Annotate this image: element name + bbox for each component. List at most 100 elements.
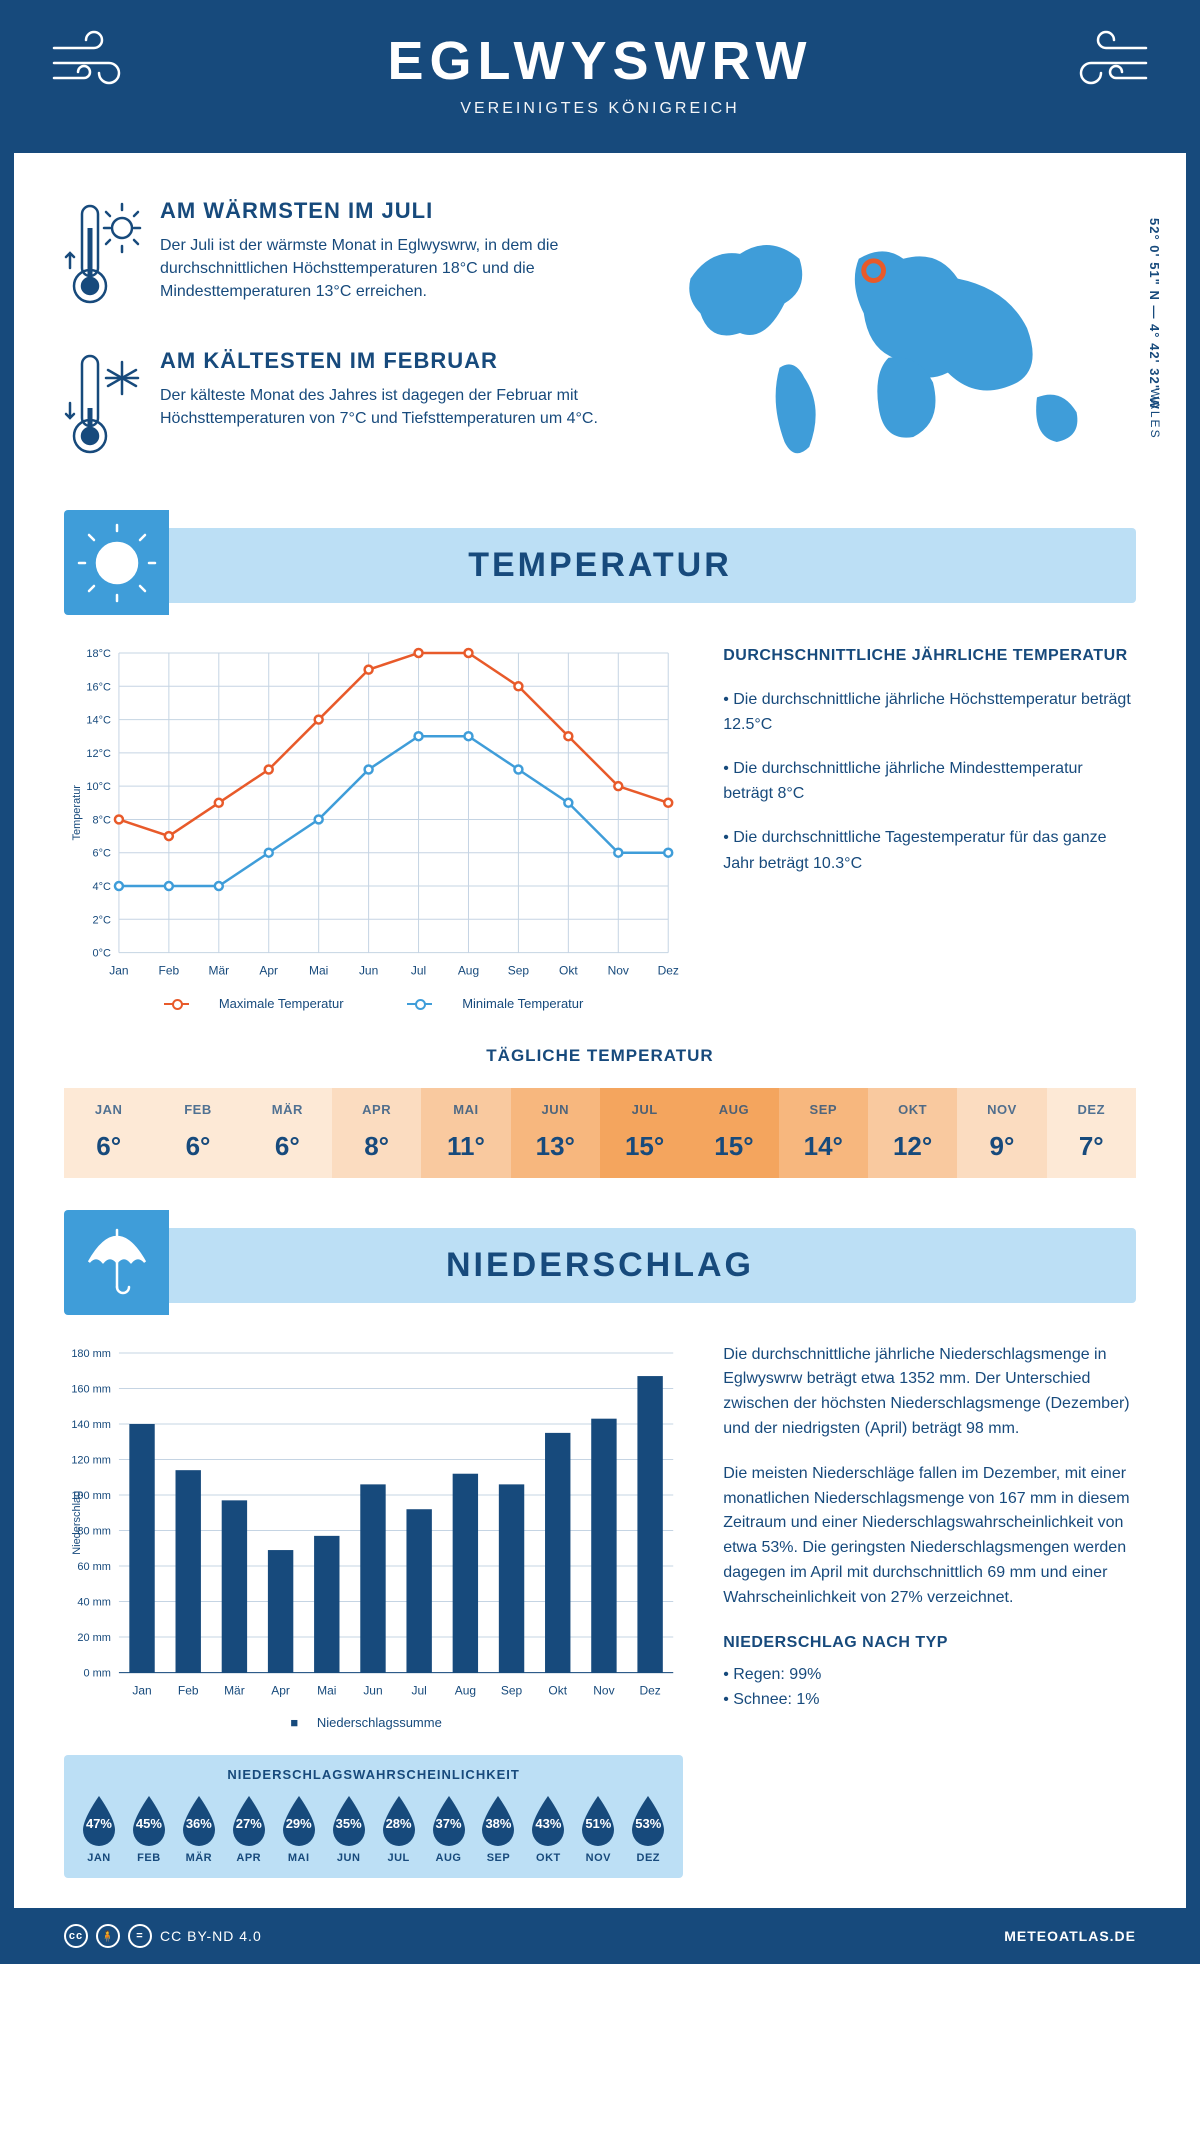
temp-bullet: • Die durchschnittliche jährliche Mindes… xyxy=(723,756,1136,807)
drop-cell: 51%NOV xyxy=(573,1794,623,1864)
by-icon: 🧍 xyxy=(96,1924,120,1948)
precip-para: Die meisten Niederschläge fallen im Deze… xyxy=(723,1462,1136,1611)
svg-text:Sep: Sep xyxy=(501,1683,523,1697)
precip-legend: ■ Niederschlagssumme xyxy=(64,1715,683,1730)
svg-text:140 mm: 140 mm xyxy=(71,1419,111,1431)
svg-text:180 mm: 180 mm xyxy=(71,1348,111,1360)
svg-text:Okt: Okt xyxy=(559,964,578,978)
svg-text:Mai: Mai xyxy=(309,964,328,978)
temp-info: DURCHSCHNITTLICHE JÄHRLICHE TEMPERATUR •… xyxy=(723,643,1136,1011)
precip-title: NIEDERSCHLAG xyxy=(82,1246,1118,1285)
warmest-text: Der Juli ist der wärmste Monat in Eglwys… xyxy=(160,234,611,304)
intro-section: AM WÄRMSTEN IM JULI Der Juli ist der wär… xyxy=(14,153,1186,528)
temp-cell: DEZ7° xyxy=(1047,1088,1136,1178)
license-text: CC BY-ND 4.0 xyxy=(160,1928,262,1944)
prob-title: NIEDERSCHLAGSWAHRSCHEINLICHKEIT xyxy=(74,1767,673,1782)
nd-icon: = xyxy=(128,1924,152,1948)
svg-text:10°C: 10°C xyxy=(86,781,111,793)
svg-text:Nov: Nov xyxy=(593,1683,614,1697)
drop-cell: 47%JAN xyxy=(74,1794,124,1864)
temp-bullet: • Die durchschnittliche jährliche Höchst… xyxy=(723,687,1136,738)
temp-cell: SEP14° xyxy=(779,1088,868,1178)
svg-text:Nov: Nov xyxy=(608,964,629,978)
svg-text:Jul: Jul xyxy=(412,1683,427,1697)
coldest-title: AM KÄLTESTEN IM FEBRUAR xyxy=(160,348,611,374)
svg-text:Aug: Aug xyxy=(455,1683,476,1697)
svg-text:Feb: Feb xyxy=(159,964,180,978)
temp-cell: MAI11° xyxy=(421,1088,510,1178)
svg-text:40 mm: 40 mm xyxy=(77,1596,111,1608)
temp-cell: APR8° xyxy=(332,1088,421,1178)
svg-text:Mär: Mär xyxy=(208,964,229,978)
temp-title: TEMPERATUR xyxy=(82,546,1118,585)
daily-temp-table: TÄGLICHE TEMPERATUR JAN6°FEB6°MÄR6°APR8°… xyxy=(14,1036,1186,1228)
coordinates: 52° 0' 51" N — 4° 42' 32" W xyxy=(1147,218,1162,410)
precip-text: Die durchschnittliche jährliche Niedersc… xyxy=(723,1343,1136,1879)
precip-type-title: NIEDERSCHLAG NACH TYP xyxy=(723,1631,1136,1656)
temp-legend: .lg-sw:nth-child(1)::after{border-color:… xyxy=(64,996,683,1011)
temp-cell: MÄR6° xyxy=(243,1088,332,1178)
coldest-block: AM KÄLTESTEN IM FEBRUAR Der kälteste Mon… xyxy=(64,348,611,463)
drop-cell: 37%AUG xyxy=(424,1794,474,1864)
drop-cell: 35%JUN xyxy=(324,1794,374,1864)
svg-text:Dez: Dez xyxy=(639,1683,660,1697)
svg-text:Jun: Jun xyxy=(363,1683,382,1697)
svg-text:120 mm: 120 mm xyxy=(71,1454,111,1466)
svg-text:Aug: Aug xyxy=(458,964,479,978)
temp-cell: FEB6° xyxy=(153,1088,242,1178)
footer: cc 🧍 = CC BY-ND 4.0 METEOATLAS.DE xyxy=(14,1908,1186,1964)
svg-text:Niederschlag: Niederschlag xyxy=(71,1490,83,1554)
daily-temp-title: TÄGLICHE TEMPERATUR xyxy=(64,1046,1136,1066)
svg-text:Jul: Jul xyxy=(411,964,426,978)
svg-text:Apr: Apr xyxy=(259,964,278,978)
svg-text:Mai: Mai xyxy=(317,1683,336,1697)
svg-text:0 mm: 0 mm xyxy=(84,1667,111,1679)
coldest-text: Der kälteste Monat des Jahres ist dagege… xyxy=(160,384,611,430)
svg-text:4°C: 4°C xyxy=(93,881,111,893)
svg-text:Jun: Jun xyxy=(359,964,378,978)
svg-text:20 mm: 20 mm xyxy=(77,1632,111,1644)
svg-text:8°C: 8°C xyxy=(93,814,111,826)
sun-icon xyxy=(64,510,169,615)
precip-type-item: • Schnee: 1% xyxy=(723,1688,1136,1713)
location-title: EGLWYSWRW xyxy=(54,30,1146,92)
drop-cell: 38%SEP xyxy=(474,1794,524,1864)
cc-icon: cc xyxy=(64,1924,88,1948)
drop-cell: 28%JUL xyxy=(374,1794,424,1864)
precipitation-bar-chart: 0 mm20 mm40 mm60 mm80 mm100 mm120 mm140 … xyxy=(64,1343,683,1731)
svg-text:Feb: Feb xyxy=(178,1683,199,1697)
drop-cell: 36%MÄR xyxy=(174,1794,224,1864)
svg-text:Okt: Okt xyxy=(548,1683,567,1697)
drop-cell: 27%APR xyxy=(224,1794,274,1864)
svg-text:6°C: 6°C xyxy=(93,848,111,860)
warmest-title: AM WÄRMSTEN IM JULI xyxy=(160,198,611,224)
thermometer-hot-icon xyxy=(64,198,142,313)
temp-section-header: TEMPERATUR xyxy=(64,528,1136,603)
precip-type-item: • Regen: 99% xyxy=(723,1663,1136,1688)
svg-text:60 mm: 60 mm xyxy=(77,1561,111,1573)
svg-text:0°C: 0°C xyxy=(93,948,111,960)
warmest-block: AM WÄRMSTEN IM JULI Der Juli ist der wär… xyxy=(64,198,611,313)
world-map: 52° 0' 51" N — 4° 42' 32" W WALES xyxy=(641,198,1136,498)
region-label: WALES xyxy=(1148,388,1162,440)
svg-text:Jan: Jan xyxy=(132,1683,151,1697)
drop-cell: 53%DEZ xyxy=(623,1794,673,1864)
svg-text:2°C: 2°C xyxy=(93,914,111,926)
svg-text:160 mm: 160 mm xyxy=(71,1383,111,1395)
temp-bullet: • Die durchschnittliche Tagestemperatur … xyxy=(723,825,1136,876)
svg-text:Temperatur: Temperatur xyxy=(71,785,83,841)
svg-text:Apr: Apr xyxy=(271,1683,290,1697)
svg-text:18°C: 18°C xyxy=(86,648,111,660)
temp-cell: AUG15° xyxy=(689,1088,778,1178)
license: cc 🧍 = CC BY-ND 4.0 xyxy=(64,1924,262,1948)
temp-cell: NOV9° xyxy=(957,1088,1046,1178)
precip-section-header: NIEDERSCHLAG xyxy=(64,1228,1136,1303)
temp-info-title: DURCHSCHNITTLICHE JÄHRLICHE TEMPERATUR xyxy=(723,643,1136,669)
umbrella-icon xyxy=(64,1210,169,1315)
header: EGLWYSWRW VEREINIGTES KÖNIGREICH xyxy=(14,0,1186,153)
wind-icon xyxy=(1061,28,1151,103)
svg-text:Sep: Sep xyxy=(508,964,530,978)
infographic-page: EGLWYSWRW VEREINIGTES KÖNIGREICH AM WÄRM… xyxy=(0,0,1200,1964)
precip-para: Die durchschnittliche jährliche Niedersc… xyxy=(723,1343,1136,1442)
temperature-line-chart: 0°C2°C4°C6°C8°C10°C12°C14°C16°C18°CJanFe… xyxy=(64,643,683,1011)
